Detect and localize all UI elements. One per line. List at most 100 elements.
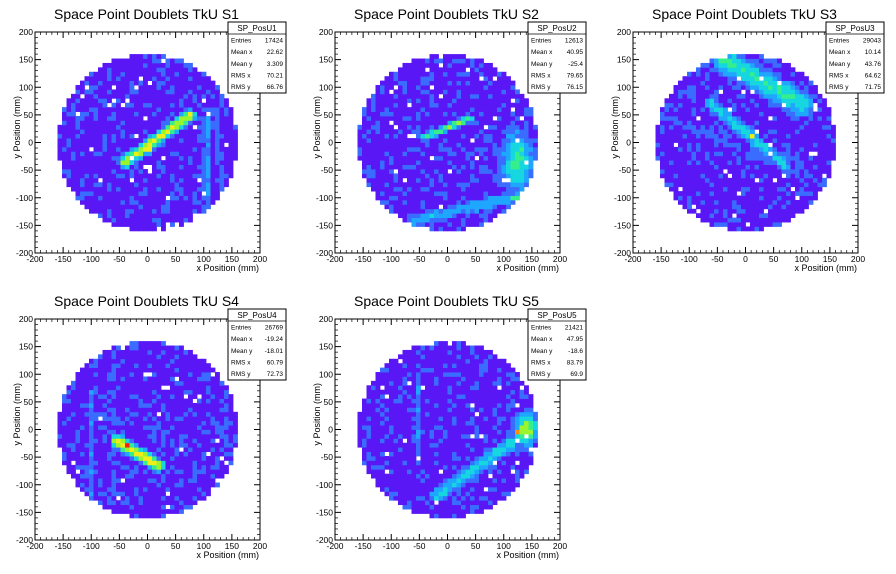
heatmap-bin [416,182,421,188]
heatmap-bin [201,173,207,179]
heatmap-bin [57,425,63,430]
heatmap-bin [71,425,76,430]
heatmap-bin [138,367,144,373]
heatmap-bin [143,142,148,148]
heatmap-bin [197,173,202,179]
heatmap-bin [375,115,381,121]
heatmap-bin [89,429,94,435]
heatmap-bin [210,142,216,148]
heatmap-cells [357,54,538,232]
heatmap-bin [763,107,769,112]
heatmap-bin [219,111,225,117]
heatmap-bin [147,146,153,152]
heatmap-bin [691,115,697,121]
heatmap-bin [107,173,112,179]
heatmap-bin [673,115,679,121]
heatmap-bin [57,146,63,152]
heatmap-bin [709,138,715,143]
heatmap-bin [174,199,180,205]
heatmap-bin [705,124,710,130]
heatmap-bin [669,124,674,130]
heatmap-bin [416,151,421,157]
heatmap-bin [483,199,489,205]
heatmap-bin [420,98,426,104]
heatmap-bin [71,407,76,413]
heatmap-bin [411,76,417,82]
heatmap-bin [398,208,403,214]
heatmap-bin [89,199,94,205]
heatmap-bin [510,138,516,143]
heatmap-bin [452,160,457,165]
heatmap-bin [179,204,184,210]
heatmap-bin [438,169,444,174]
heatmap-bin [389,76,394,82]
heatmap-bin [479,217,484,223]
heatmap-bin [660,133,665,139]
heatmap-bin [147,341,153,346]
heatmap-bin [107,389,112,395]
heatmap-bin [768,217,773,223]
heatmap-bin [371,93,376,99]
heatmap-bin [781,76,787,82]
heatmap-bin [215,155,220,161]
heatmap-bin [75,438,81,444]
heatmap-bin [808,186,814,192]
heatmap-bin [219,98,225,104]
heatmap-bin [528,151,534,157]
heatmap-bin [197,204,202,210]
heatmap-bin [102,71,108,77]
heatmap-bin [102,407,108,413]
heatmap-bin [768,58,773,64]
heatmap-bin [709,93,715,99]
heatmap-bin [66,438,72,444]
heatmap-bin [71,164,76,170]
panel-s3: Space Point Doublets TkU S3-200 -150 -100-… [610,6,885,273]
heatmap-bin [759,124,764,130]
heatmap-bin [165,146,171,152]
heatmap-bin [696,129,701,135]
heatmap-bin [465,173,471,179]
heatmap-bin [102,442,108,448]
heatmap-bin [501,173,507,179]
heatmap-bin [709,62,715,68]
heatmap-bin [210,85,216,90]
heatmap-bin [497,133,502,139]
heatmap-bin [206,124,211,130]
heatmap-bin [515,107,520,112]
heatmap-bin [393,89,399,95]
heatmap-bin [786,164,791,170]
heatmap-bin [822,115,827,121]
heatmap-bin [438,142,444,148]
heatmap-bin [389,164,394,170]
heatmap-bin [786,80,791,86]
heatmap-bin [709,89,715,95]
heatmap-bin [393,120,399,126]
heatmap-bin [501,182,507,188]
heatmap-bin [75,372,81,377]
heatmap-bin [107,456,112,461]
heatmap-bin [497,191,502,196]
heatmap-bin [795,177,800,183]
heatmap-bin [407,93,412,99]
heatmap-bin [98,138,103,143]
heatmap-bin [425,222,430,227]
heatmap-bin [129,120,135,126]
heatmap-bin [116,89,121,95]
heatmap-bin [799,98,805,104]
heatmap-bin [497,102,502,108]
heatmap-bin [763,115,769,121]
heatmap-bin [210,160,216,165]
heatmap-bin [98,107,103,112]
heatmap-bin [443,182,448,188]
heatmap-bin [197,186,202,192]
heatmap-bin [447,102,453,108]
heatmap-bin [754,85,760,90]
heatmap-bin [700,89,706,95]
heatmap-bin [506,80,511,86]
heatmap-bin [152,71,157,77]
heatmap-bin [380,89,385,95]
heatmap-bin [497,115,502,121]
heatmap-bin [736,120,742,126]
stats-value: 71.75 [865,84,882,91]
heatmap-bin [714,169,719,174]
